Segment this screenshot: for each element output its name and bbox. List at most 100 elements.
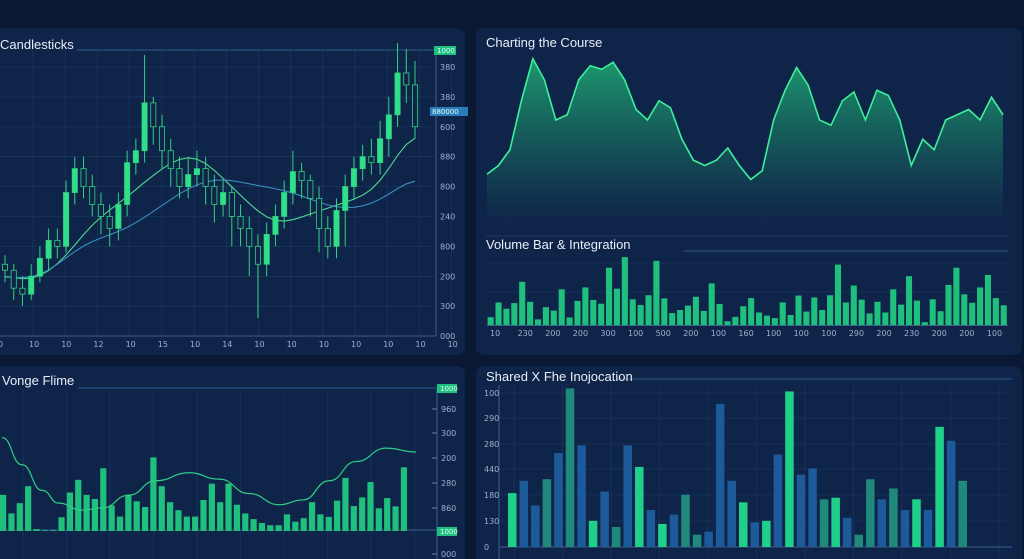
volume-bar (574, 300, 581, 325)
candle (394, 72, 401, 116)
volume-bar (850, 285, 857, 325)
y-tick-label: 200 (440, 272, 455, 281)
x-tick-label: 10 (319, 340, 329, 349)
volume-bar (834, 264, 842, 325)
candle (220, 192, 227, 205)
bar (325, 516, 332, 531)
bar (108, 505, 115, 531)
candle (359, 156, 366, 170)
bar (267, 525, 274, 531)
volume-bar (519, 281, 526, 325)
volume-bar (945, 284, 952, 325)
volume-bar (779, 302, 786, 325)
y-tick-label: 300 (441, 429, 456, 438)
panel-candlesticks (0, 28, 465, 355)
volume-bar (787, 314, 794, 325)
bar (750, 522, 760, 547)
bar (258, 523, 266, 531)
shared-x-title: Shared X Fhe Inojocation (486, 369, 633, 384)
bar (900, 510, 910, 547)
volume-bar (661, 298, 668, 325)
candle (80, 168, 87, 187)
x-tick-label: 10 (383, 340, 393, 349)
value-tag-label: 1000 (440, 385, 458, 393)
candle (115, 204, 122, 229)
x-tick-label: 10 (351, 340, 361, 349)
panel-vonge-flime (0, 366, 465, 559)
y-tick-label: 380 (440, 63, 455, 72)
bar (100, 468, 107, 531)
volume-bar (724, 321, 731, 325)
bar (692, 534, 702, 547)
candle (150, 102, 157, 128)
y-tick-label: 800 (440, 183, 455, 192)
bar (842, 517, 852, 547)
x-tick-label: 160 (738, 329, 753, 338)
candle (385, 114, 392, 140)
y-tick-label: 000 (441, 550, 456, 559)
charting-course-title: Charting the Course (486, 35, 602, 50)
price-tag (430, 107, 468, 116)
x-tick-label: 300 (600, 329, 615, 338)
x-tick-label: 200 (876, 329, 891, 338)
candle (141, 102, 148, 152)
price-tag-label: 880000 (432, 108, 459, 116)
bar (912, 499, 921, 547)
volume-bar (992, 298, 999, 325)
candle (97, 204, 104, 217)
y-tick-label: 440 (484, 465, 499, 474)
x-tick-label: 200 (545, 329, 560, 338)
candle (19, 287, 26, 295)
bar (531, 505, 540, 547)
price-tag (434, 46, 456, 55)
candle (350, 168, 357, 187)
bar (141, 507, 149, 531)
bar (785, 391, 794, 547)
x-tick-label: 200 (959, 329, 974, 338)
volume-bar (905, 276, 913, 325)
volume-bar (803, 311, 810, 325)
candle (333, 210, 340, 247)
area-fill (487, 58, 1003, 225)
bar (739, 502, 748, 547)
bar (25, 486, 32, 531)
candle (2, 263, 8, 271)
candle (272, 216, 279, 235)
y-tick-label: 240 (440, 213, 455, 222)
bar (50, 530, 57, 531)
volume-bar (582, 287, 589, 325)
candle (202, 168, 209, 187)
x-tick-label: 12 (93, 340, 103, 349)
volume-bar (542, 307, 549, 325)
bar (577, 445, 586, 547)
bar (33, 529, 40, 531)
bar (217, 502, 224, 531)
volume-bar (913, 300, 920, 325)
bar (889, 488, 898, 547)
bar (83, 494, 90, 531)
value-tag-label: 1000 (440, 528, 458, 536)
y-tick-label: 380 (440, 93, 455, 102)
bar (554, 453, 563, 547)
x-tick-label: 100 (628, 329, 643, 338)
bar (384, 498, 391, 531)
bar (283, 514, 291, 531)
x-tick-label: 10 (415, 340, 425, 349)
bar (175, 510, 182, 531)
bar (225, 483, 232, 531)
x-tick-label: 10 (490, 329, 500, 338)
candlesticks-title: Candlesticks (0, 37, 74, 52)
volume-bar (921, 322, 928, 325)
x-tick-label: 100 (711, 329, 726, 338)
candle (289, 171, 296, 193)
bar (923, 510, 933, 547)
bar (588, 520, 598, 547)
bar (508, 493, 517, 547)
bar (808, 468, 817, 547)
bar (565, 388, 575, 547)
x-tick-label: 200 (932, 329, 947, 338)
bar (773, 454, 783, 547)
candle (159, 126, 166, 152)
volume-bar (487, 317, 494, 325)
candle (368, 156, 375, 164)
